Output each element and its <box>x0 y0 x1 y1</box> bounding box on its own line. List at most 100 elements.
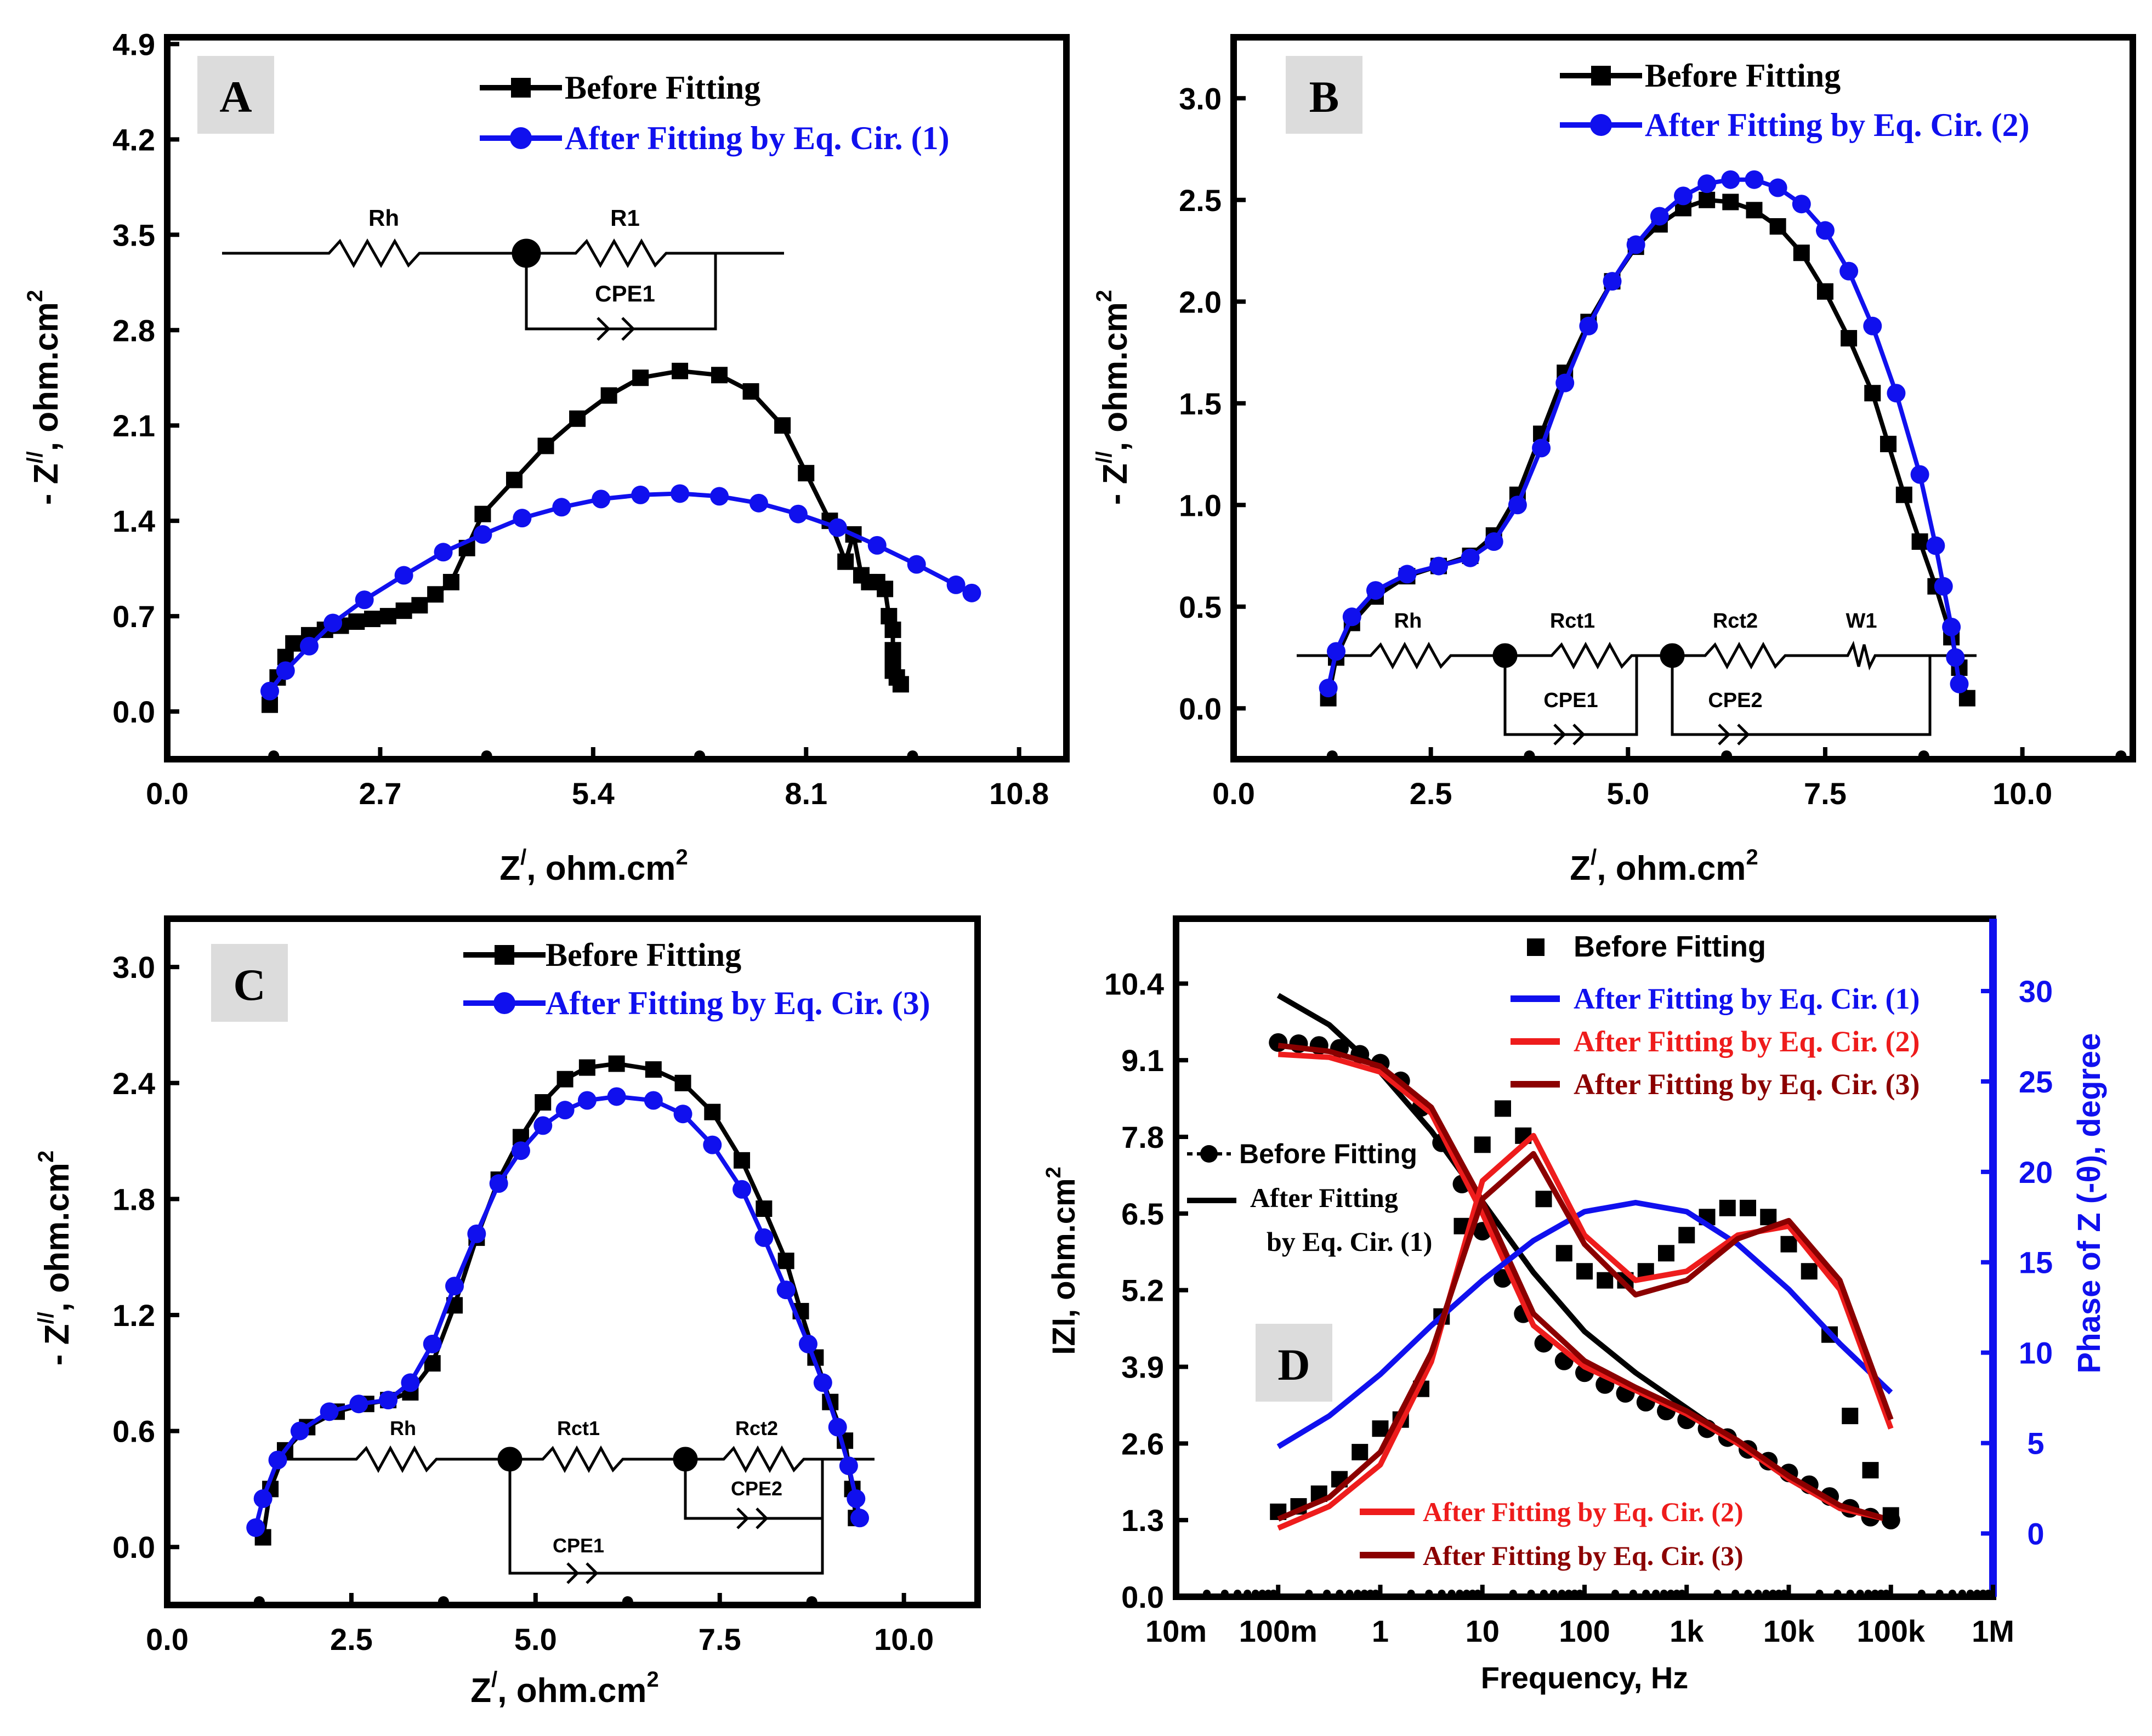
panel-d-ytick-label: 0.0 <box>1121 1580 1164 1614</box>
panel-d-xminor <box>1754 1590 1762 1597</box>
panel-a-xtick-label: 10.8 <box>989 776 1049 811</box>
panel-d-xminor <box>1871 1590 1879 1597</box>
panel-b-xtick-label: 10.0 <box>1992 776 2052 811</box>
panel-d-xtick-label: 10 <box>1466 1614 1500 1648</box>
panel-d-legend-bottom-fit2: After Fitting by Eq. Cir. (2) <box>1423 1496 1744 1527</box>
panel-b-series-1-point <box>1650 207 1669 226</box>
panel-a-series-1-point <box>788 504 808 523</box>
panel-c-ytick-label: 0.6 <box>112 1414 155 1449</box>
panel-d-xminor <box>1354 1590 1362 1597</box>
panel-c-series-1-point <box>246 1518 265 1537</box>
panel-d-xminor <box>1833 1590 1842 1597</box>
panel-d-xminor <box>1713 1590 1722 1597</box>
panel-d-xminor <box>1744 1590 1752 1597</box>
panel-d-xminor <box>1251 1590 1259 1597</box>
panel-d-series-4-point <box>1495 1100 1511 1117</box>
panel-b-series-1-point <box>1319 679 1338 698</box>
panel-d-series-4-point <box>1597 1272 1614 1289</box>
panel-b-series-0-point <box>1895 486 1912 503</box>
panel-d-xminor <box>1336 1590 1344 1597</box>
panel-b-series-1-point <box>1950 674 1969 693</box>
panel-b-series-1-point <box>1792 195 1811 214</box>
panel-a-series-0-point <box>348 613 365 630</box>
panel-d-xminor <box>1203 1590 1211 1597</box>
panel-d-xtick-label: 10k <box>1763 1614 1815 1648</box>
panel-a-circuit-label-cpe1: CPE1 <box>595 281 655 306</box>
panel-d-y2tick-label: 30 <box>2019 974 2053 1009</box>
panel-d-series-4-point <box>1760 1209 1777 1226</box>
panel-a-series-1-point <box>552 498 571 517</box>
panel-a-series-0-point <box>672 362 689 379</box>
panel-d-y2tick-label: 10 <box>2019 1336 2053 1370</box>
panel-d: D Frequency, Hz IZI, ohm.cm2 Phase of Z … <box>1042 915 2107 1695</box>
panel-b-series-1-point <box>1815 221 1835 240</box>
panel-c-series-0-point <box>756 1200 773 1217</box>
panel-d-xtick-label: 1k <box>1670 1614 1704 1648</box>
panel-d-series-4-point <box>1372 1420 1389 1437</box>
panel-a-xtick-label: 2.7 <box>359 776 401 811</box>
panel-d-xtick-label: 100m <box>1239 1614 1318 1648</box>
panel-a-series-0-point <box>411 597 428 614</box>
panel-c-series-0-point <box>674 1074 691 1091</box>
panel-c-series-1-point <box>379 1391 398 1410</box>
panel-c-xtick-label: 10.0 <box>874 1622 934 1657</box>
panel-d-xtick-label: 100k <box>1856 1614 1925 1648</box>
panel-a-series-1-line <box>268 491 973 693</box>
panel-b-ytick-label: 2.5 <box>1179 183 1222 218</box>
panel-a-plot: 0.0 2.7 5.4 8.1 10.8 0.0 0.7 1.4 2.1 2.8 3.5 4.2 4.9 <box>112 27 1049 811</box>
panel-a-ylabel: - Z//, ohm.cm2 <box>23 290 65 505</box>
panel-c-series-1-point <box>253 1489 272 1509</box>
panel-a-series-1-point <box>276 661 295 680</box>
panel-d-legend-right: Before Fitting After Fitting by Eq. Cir.… <box>1511 930 1920 1101</box>
panel-d-xminor <box>1558 1590 1566 1597</box>
panel-c-series-0-point <box>535 1094 552 1111</box>
panel-b-series-0-point <box>1841 330 1858 347</box>
panel-c-series-0-point <box>608 1055 625 1072</box>
panel-c-series-1-point <box>798 1334 817 1353</box>
panel-c-circuit-node-1 <box>497 1447 523 1472</box>
panel-b-series-1-point <box>1342 607 1361 627</box>
chart-marks-layer: 0.0 2.7 5.4 8.1 10.8 0.0 0.7 1.4 2.1 2.8 3.5 4.2 4.9… <box>112 27 2127 1657</box>
panel-a-series-1-point <box>828 518 847 537</box>
panel-c-series-1-point <box>290 1421 309 1441</box>
panel-c-ylabel: - Z//, ohm.cm2 <box>34 1151 76 1365</box>
panel-b-label-box <box>1286 56 1362 134</box>
panel-a-series-1-point <box>962 583 981 602</box>
panel-b-series-1-point <box>1429 556 1449 576</box>
panel-a-series-0-point <box>537 437 554 454</box>
panel-d-xminor <box>1642 1590 1650 1597</box>
panel-d-xminor <box>1958 1590 1966 1597</box>
panel-c-series-1-point <box>673 1105 692 1124</box>
panel-c-circuit-label-rh: Rh <box>390 1417 416 1439</box>
panel-d-ytick-label: 6.5 <box>1121 1197 1164 1231</box>
panel-a-series-0-point <box>379 608 396 625</box>
panel-c-series-1-point <box>533 1116 553 1135</box>
panel-d-legend-left-fit1a: After Fitting <box>1250 1182 1398 1213</box>
panel-d-series-4-point <box>1474 1136 1491 1153</box>
panel-b-circuit: Rh Rct1 Rct2 W1 CPE1 CPE2 <box>1297 610 1977 745</box>
panel-b-ytick-label: 2.0 <box>1179 284 1222 319</box>
panel-b-xminor <box>2115 750 2127 761</box>
panel-b-series-0-point <box>1746 202 1763 219</box>
panel-c-xtick-label: 2.5 <box>330 1622 373 1657</box>
panel-d-xtick-label: 10m <box>1145 1614 1207 1648</box>
panel-a-legend-before: Before Fitting <box>565 70 760 106</box>
panel-d-y2tick-label: 5 <box>2027 1426 2044 1461</box>
panel-a-frame <box>164 34 1070 762</box>
panel-b-series-1-point <box>1926 536 1945 555</box>
panel-b-series-1-point <box>1887 384 1906 403</box>
panel-d-xminor <box>1864 1590 1872 1597</box>
panel-a-series-0-point <box>837 553 854 570</box>
panel-d-xminor <box>1220 1590 1229 1597</box>
panel-d-ytick-label: 2.6 <box>1121 1426 1164 1461</box>
panel-d-legend-fit1: After Fitting by Eq. Cir. (1) <box>1574 982 1920 1015</box>
panel-d-xminor <box>1305 1590 1313 1597</box>
panel-a-series-0-point <box>798 465 815 482</box>
panel-c-series-1-point <box>489 1174 508 1193</box>
panel-b-series-1-point <box>1366 581 1385 600</box>
panel-a-series-1-point <box>592 490 611 509</box>
panel-a-series-1-point <box>513 509 532 528</box>
panel-d-legend-left-before: Before Fitting <box>1239 1139 1417 1169</box>
panel-a-series-0-point <box>892 676 909 693</box>
panel-a-series-0-point <box>569 410 586 427</box>
